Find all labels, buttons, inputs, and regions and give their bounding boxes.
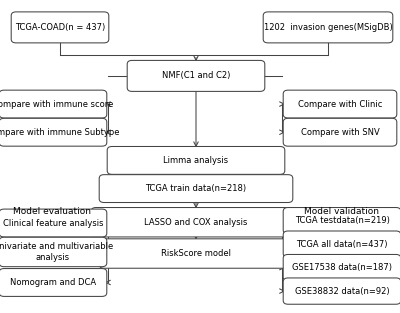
Text: 1202  invasion genes(MSigDB): 1202 invasion genes(MSigDB) [264,23,392,32]
Text: Model validation: Model validation [304,207,380,216]
Text: Compare with immune Subtype: Compare with immune Subtype [0,128,120,137]
Text: TCGA all data(n=437): TCGA all data(n=437) [296,240,388,249]
Text: LASSO and COX analysis: LASSO and COX analysis [144,218,248,227]
Text: TCGA testdata(n=219): TCGA testdata(n=219) [294,216,390,225]
Text: RiskScore model: RiskScore model [161,249,231,258]
FancyBboxPatch shape [283,231,400,257]
FancyBboxPatch shape [99,175,293,203]
FancyBboxPatch shape [127,60,265,91]
FancyBboxPatch shape [283,118,397,146]
FancyBboxPatch shape [0,90,107,118]
FancyBboxPatch shape [99,239,293,268]
Text: Univariate and multivariable
analysis: Univariate and multivariable analysis [0,242,113,262]
FancyBboxPatch shape [283,90,397,118]
FancyBboxPatch shape [0,237,107,267]
Text: Model evaluation: Model evaluation [13,207,91,216]
FancyBboxPatch shape [11,12,109,43]
Text: Compare with immune score: Compare with immune score [0,100,114,109]
Text: Clinical feature analysis: Clinical feature analysis [3,218,103,228]
Text: GSE17538 data(n=187): GSE17538 data(n=187) [292,263,392,272]
Text: Nomogram and DCA: Nomogram and DCA [10,278,96,287]
FancyBboxPatch shape [283,254,400,281]
FancyBboxPatch shape [263,12,393,43]
Text: TCGA-COAD(n = 437): TCGA-COAD(n = 437) [15,23,105,32]
Text: Compare with Clinic: Compare with Clinic [298,100,382,109]
FancyBboxPatch shape [107,146,285,174]
Text: TCGA train data(n=218): TCGA train data(n=218) [146,184,246,193]
Text: Limma analysis: Limma analysis [164,156,228,165]
FancyBboxPatch shape [283,278,400,304]
FancyBboxPatch shape [0,118,107,146]
Text: Compare with SNV: Compare with SNV [301,128,379,137]
FancyBboxPatch shape [0,209,107,237]
Text: GSE38832 data(n=92): GSE38832 data(n=92) [295,287,389,295]
FancyBboxPatch shape [91,208,301,237]
Text: NMF(C1 and C2): NMF(C1 and C2) [162,71,230,80]
FancyBboxPatch shape [283,208,400,234]
FancyBboxPatch shape [0,269,107,296]
